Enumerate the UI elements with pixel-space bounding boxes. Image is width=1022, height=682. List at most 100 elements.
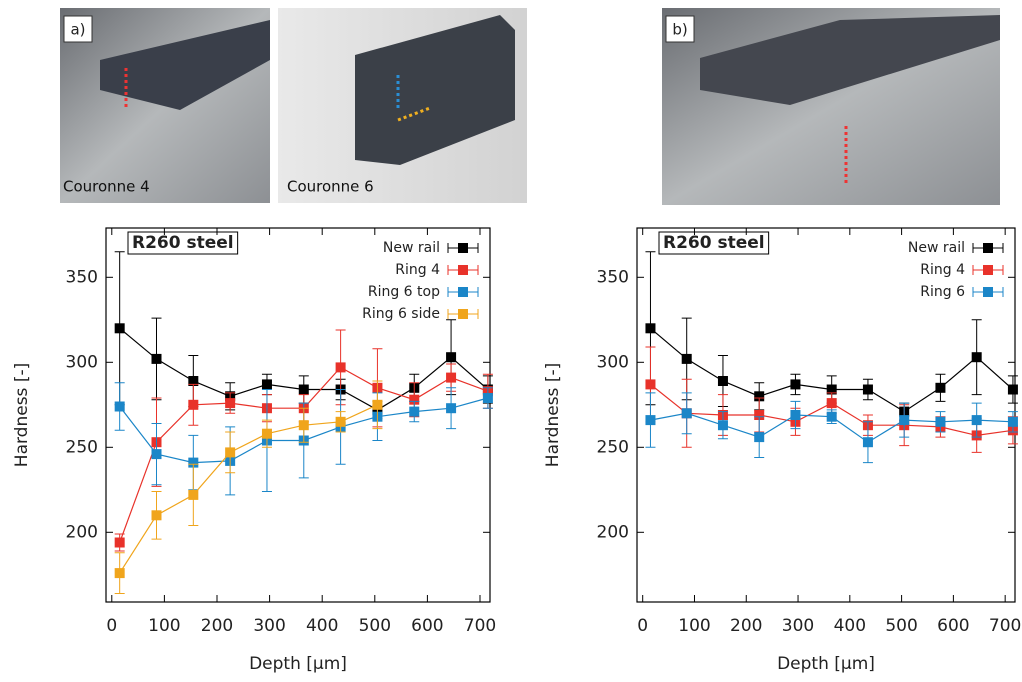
legend-marker <box>458 287 468 297</box>
data-point <box>225 447 236 458</box>
data-point <box>645 379 656 390</box>
data-point <box>935 382 946 393</box>
x-tick-label: 600 <box>937 616 969 636</box>
data-point <box>717 420 728 431</box>
x-tick-label: 700 <box>464 616 496 636</box>
data-point <box>862 437 873 448</box>
data-point <box>971 352 982 363</box>
data-point <box>225 398 236 409</box>
y-tick-label: 250 <box>597 437 629 457</box>
data-point <box>790 410 801 420</box>
x-tick-label: 400 <box>306 616 338 636</box>
x-tick-label: 500 <box>359 616 391 636</box>
data-point <box>188 457 199 468</box>
data-point <box>261 379 272 390</box>
annotation-box <box>127 231 239 255</box>
data-point <box>114 537 125 548</box>
legend-label: Ring 4 <box>920 262 965 278</box>
photo-new-rail <box>662 8 1000 205</box>
data-point <box>151 353 162 364</box>
x-axis-label: Depth [µm] <box>249 654 347 674</box>
data-point <box>1007 384 1018 395</box>
y-tick-label: 350 <box>66 267 98 287</box>
legend-label: Ring 4 <box>395 262 440 278</box>
y-tick-label: 300 <box>66 352 98 372</box>
data-point <box>409 394 420 405</box>
data-point <box>409 406 420 417</box>
annotation-box <box>658 231 770 255</box>
data-point <box>446 352 457 363</box>
legend-label: New rail <box>383 240 440 256</box>
data-point <box>826 398 837 409</box>
data-point <box>335 362 346 373</box>
data-point <box>862 384 873 395</box>
panel-label: a) <box>70 21 85 39</box>
x-axis-label: Depth [µm] <box>777 654 875 674</box>
x-tick-label: 600 <box>411 616 443 636</box>
photo-caption: Couronne 4 <box>63 178 150 196</box>
legend-label: Ring 6 <box>920 284 965 300</box>
y-tick-label: 200 <box>66 522 98 542</box>
data-point <box>114 401 125 412</box>
data-point <box>261 428 272 439</box>
data-point <box>114 323 125 334</box>
legend-label: New rail <box>908 240 965 256</box>
photo-caption: Couronne 6 <box>287 178 374 196</box>
data-point <box>899 415 910 426</box>
data-point <box>446 372 457 383</box>
legend-marker <box>983 243 993 253</box>
y-tick-label: 200 <box>597 522 629 542</box>
data-point <box>681 353 692 364</box>
annotation: R260 steel <box>663 233 765 253</box>
data-point <box>446 403 457 414</box>
photo-ring6 <box>278 8 527 203</box>
y-tick-label: 350 <box>597 267 629 287</box>
data-point <box>188 489 199 500</box>
data-point <box>645 415 656 426</box>
data-point <box>790 379 801 390</box>
x-tick-label: 0 <box>106 616 117 636</box>
x-tick-label: 500 <box>885 616 917 636</box>
data-point <box>681 408 692 419</box>
data-point <box>151 449 162 460</box>
legend-marker <box>458 265 468 275</box>
legend-marker <box>983 265 993 275</box>
data-point <box>935 416 946 427</box>
data-point <box>717 376 728 386</box>
y-tick-label: 300 <box>597 352 629 372</box>
y-axis-label: Hardness [-] <box>12 363 32 467</box>
data-point <box>971 415 982 426</box>
series-line <box>119 404 378 574</box>
panel-label: b) <box>672 21 687 39</box>
data-point <box>754 410 765 420</box>
legend-marker <box>458 243 468 253</box>
plot-frame <box>636 227 1016 603</box>
data-point <box>1007 416 1018 427</box>
label-box <box>63 15 93 43</box>
y-axis-label: Hardness [-] <box>543 363 563 467</box>
x-tick-label: 200 <box>730 616 762 636</box>
data-point <box>114 568 125 579</box>
data-point <box>335 416 346 427</box>
annotation: R260 steel <box>132 233 234 253</box>
data-point <box>298 420 309 431</box>
legend-marker <box>458 309 468 319</box>
data-point <box>826 384 837 395</box>
data-point <box>151 510 162 521</box>
data-point <box>188 376 199 386</box>
x-tick-label: 0 <box>637 616 648 636</box>
legend-label: Ring 6 side <box>362 306 440 322</box>
x-tick-label: 700 <box>989 616 1021 636</box>
legend-marker <box>983 287 993 297</box>
legend-label: Ring 6 top <box>368 284 440 300</box>
x-tick-label: 100 <box>678 616 710 636</box>
data-point <box>298 384 309 395</box>
x-tick-label: 100 <box>148 616 180 636</box>
data-point <box>826 411 837 422</box>
data-point <box>188 399 199 410</box>
plot-frame <box>105 227 491 603</box>
x-tick-label: 400 <box>834 616 866 636</box>
photo-ring4 <box>60 8 270 203</box>
data-point <box>754 391 765 402</box>
